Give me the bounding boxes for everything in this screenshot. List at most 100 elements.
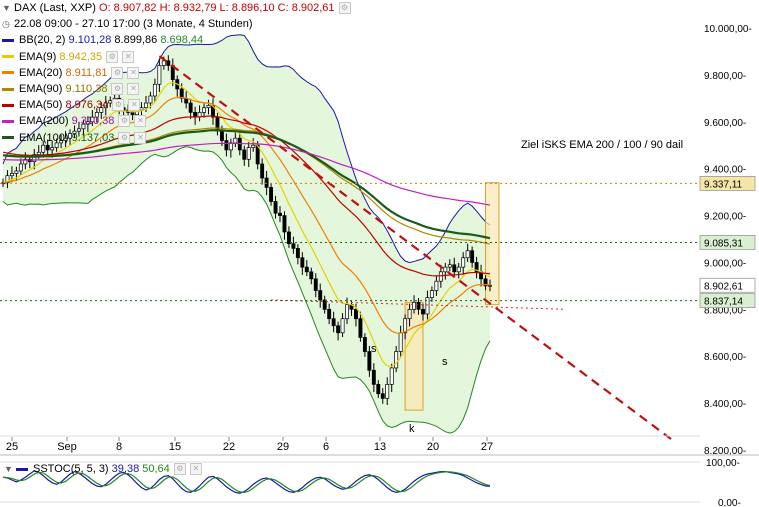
trend-lines [158, 55, 674, 442]
settings-icon[interactable]: ⚙ [112, 99, 125, 112]
ema-line [2, 142, 491, 206]
price-tag-label: 8.837,14 [704, 297, 743, 308]
candle-body [371, 369, 376, 385]
price-tag-box [699, 176, 756, 191]
x-tick-label: 25 [6, 441, 18, 453]
settings-icon[interactable]: ⚙ [338, 2, 351, 15]
stoch-d-line [2, 471, 491, 494]
bb-lower-value: 8.698,44 [160, 34, 204, 47]
close-icon[interactable]: ✕ [134, 115, 147, 128]
candle-body [465, 250, 470, 259]
candle-body [50, 147, 55, 151]
bb-upper-value: 9.101,28 [68, 34, 112, 47]
bb [2, 146, 491, 434]
candle-body [295, 248, 300, 259]
settings-icon[interactable]: ⚙ [118, 131, 131, 144]
stoch-d-value: 50,64 [142, 463, 170, 475]
candle-body [318, 290, 323, 301]
candle-body [18, 163, 23, 172]
candle-body [206, 105, 211, 109]
candle-body [345, 304, 349, 320]
candle-body [340, 318, 345, 334]
candle-body [456, 266, 461, 273]
candle-body [23, 158, 28, 165]
legend-ema100: EMA(100) 9.137,03 ⚙ ✕ [0, 130, 351, 146]
candle-body [470, 250, 475, 263]
candle-body [286, 231, 291, 245]
ema-line [2, 115, 491, 277]
candle-body [85, 121, 90, 125]
close-icon[interactable]: ✕ [122, 50, 135, 63]
candlesticks [1, 55, 492, 405]
candle-body [77, 128, 81, 132]
candle-body [63, 137, 68, 141]
close-icon[interactable]: ✕ [127, 83, 140, 96]
x-tick-label: Sep [57, 441, 77, 453]
candle-body [474, 262, 479, 273]
indicator-legend: ▼ DAX (Last, XXP) O: 8.907,82 H: 8.932,7… [0, 0, 351, 146]
candle-body [59, 140, 64, 144]
candle-body [41, 144, 46, 153]
x-tick-label: 8 [116, 441, 122, 453]
candle-body [99, 107, 104, 113]
y-tick-label: 8.800,00- [704, 305, 746, 316]
candle-body [416, 301, 421, 310]
date-range: 22.08 09:00 - 27.10 17:00 (3 Monate, 4 S… [14, 18, 253, 31]
bb-swatch [2, 38, 14, 42]
candle-body [202, 107, 207, 113]
ema-line [2, 129, 491, 240]
y-tick-label: 8.400,00- [704, 399, 746, 410]
y-tick-label: 8.600,00- [704, 352, 746, 363]
settings-icon[interactable]: ⚙ [106, 50, 119, 63]
candle-body [389, 367, 394, 385]
neckline [271, 299, 566, 310]
price-tag-box [699, 277, 756, 293]
x-tick-label: 13 [374, 441, 386, 453]
legend-ema9: EMA(9) 8.942,35 ⚙ ✕ [0, 49, 351, 65]
legend-ema90: EMA(90) 9.110,38 ⚙ ✕ [0, 81, 351, 97]
y-tick-label: 9.800,00- [704, 71, 746, 82]
close-icon[interactable]: ✕ [127, 66, 140, 79]
settings-icon[interactable]: ⚙ [118, 115, 131, 128]
candle-body [300, 257, 305, 268]
price-tag-label: 9.337,11 [704, 179, 743, 190]
symbol-label: DAX (Last, XXP) [14, 2, 96, 14]
candle-body [358, 318, 363, 338]
close-icon[interactable]: ✕ [128, 99, 141, 112]
candle-body [103, 102, 108, 109]
oscillator-legend: ▼ SSTOC(5, 5, 3) 39,38 50,64 ⚙ ✕ [0, 463, 202, 475]
expand-chevron-icon[interactable]: ▼ [2, 3, 11, 13]
candle-body [429, 290, 434, 298]
expand-chevron-icon[interactable]: ▼ [4, 464, 13, 474]
open-value: 8.907,82 [113, 2, 157, 14]
legend-header: ▼ DAX (Last, XXP) O: 8.907,82 H: 8.932,7… [0, 0, 351, 16]
candle-body [54, 142, 59, 148]
settings-icon[interactable]: ⚙ [111, 83, 124, 96]
candle-body [157, 65, 162, 85]
candle-body [179, 88, 184, 99]
y-tick-label: 8.200,00- [704, 446, 746, 457]
bb-mid-value: 8.899,86 [114, 34, 158, 47]
candle-body [447, 264, 452, 268]
legend-range: ◷ 22.08 09:00 - 27.10 17:00 (3 Monate, 4… [0, 16, 351, 32]
stoch-k-line [2, 470, 491, 494]
price-tag-box [699, 293, 756, 309]
low-value: 8.896,10 [231, 2, 275, 14]
pattern-label-left-shoulder: s [371, 343, 377, 355]
close-icon[interactable]: ✕ [134, 131, 147, 144]
candle-body [362, 337, 367, 352]
legend-bb: BB(20, 2) 9.101,28 8.899,86 8.698,44 [0, 32, 351, 48]
close-icon[interactable]: ✕ [189, 463, 202, 475]
candle-body [304, 266, 309, 273]
candle-body [45, 144, 50, 151]
price-tag-label: 9.085,31 [704, 238, 743, 249]
settings-icon[interactable]: ⚙ [111, 66, 124, 79]
y-axis: 10.000,00- 9.800,00- 9.600,00- 9.400,00- 9.2… [0, 24, 759, 457]
candle-body [9, 173, 14, 177]
candle-body [278, 212, 282, 216]
candle-body [354, 308, 358, 320]
candle-body [282, 215, 287, 233]
candle-body [488, 284, 492, 287]
candle-body [407, 308, 412, 320]
settings-icon[interactable]: ⚙ [173, 463, 186, 475]
